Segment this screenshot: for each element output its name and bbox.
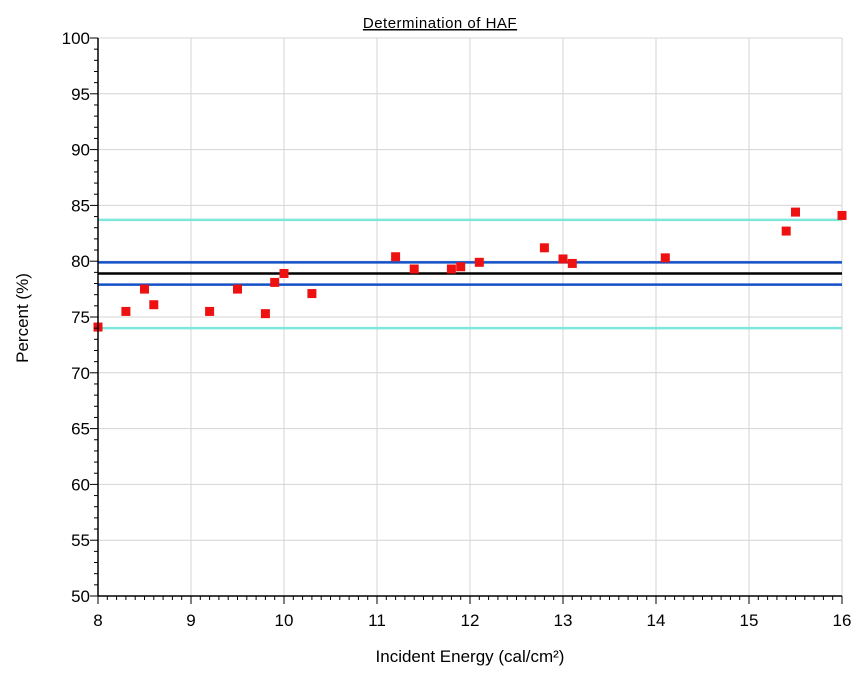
x-tick-label: 14 [647,611,666,630]
y-tick-label: 60 [71,475,90,494]
data-point [474,257,484,267]
x-axis-title: Incident Energy (cal/cm²) [376,647,565,666]
data-point [270,277,280,287]
data-point [121,306,131,316]
data-point [558,254,568,264]
y-axis-title: Percent (%) [13,273,32,363]
x-tick-label: 11 [368,611,386,630]
x-tick-label: 12 [461,611,480,630]
y-tick-label: 100 [62,29,90,48]
data-point [409,264,419,274]
data-point [567,258,577,268]
data-point [539,243,549,253]
data-point [233,284,242,294]
data-point [307,289,317,299]
reference-lines [98,218,842,330]
y-tick-label: 55 [71,531,90,550]
data-point [149,300,159,310]
data-point [205,306,215,316]
data-point [456,262,466,272]
data-point [660,253,670,263]
x-tick-label: 15 [740,611,759,630]
x-tick-label: 10 [275,611,294,630]
data-point [781,226,791,236]
y-tick-label: 75 [71,308,90,327]
labels: Determination of HAF Incident Energy (ca… [13,15,564,666]
data-point [140,284,149,294]
data-point [446,264,456,274]
grid [98,37,843,596]
data-point [791,207,800,217]
x-tick-label: 16 [833,611,852,630]
y-tick-label: 90 [71,141,90,160]
y-tick-label: 80 [71,252,90,271]
y-tick-label: 65 [71,420,90,439]
x-tick-label: 9 [186,611,195,630]
x-tick-label: 8 [93,611,102,630]
data-point [260,309,270,319]
data-point [279,268,289,278]
chart-title: Determination of HAF [363,15,517,32]
axes: 50 55 60 65 70 75 80 85 90 95 100 8 9 10 11 12 13 14 15 16 [62,29,852,630]
data-point [837,210,847,220]
y-tick-label: 85 [71,196,90,215]
y-tick-label: 50 [71,587,90,606]
y-tick-label: 70 [71,364,90,383]
data-point [391,252,401,262]
y-tick-label: 95 [71,85,90,104]
x-tick-label: 13 [554,611,573,630]
